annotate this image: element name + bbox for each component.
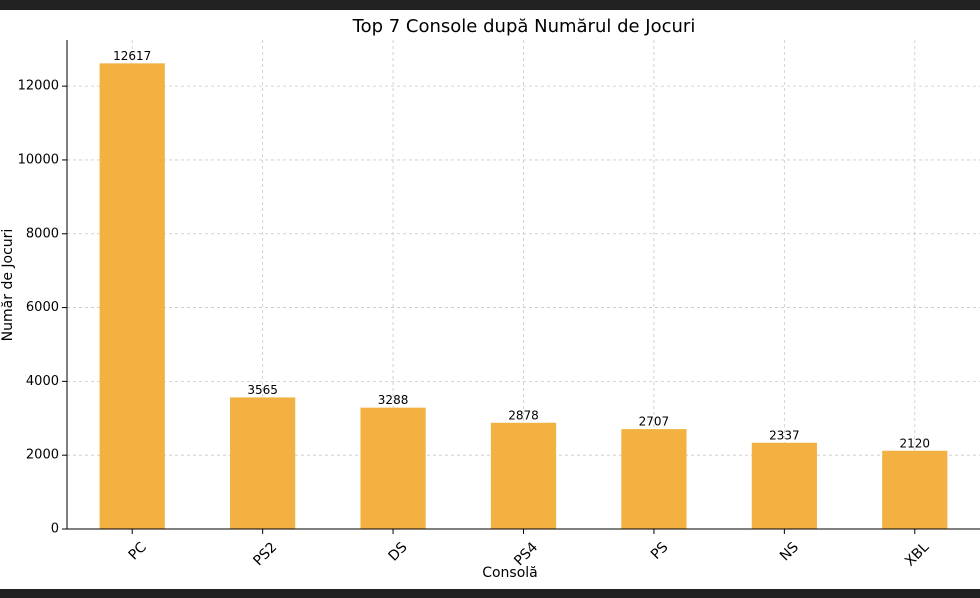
x-tick-label: PS: [648, 539, 672, 563]
bar: [751, 442, 817, 529]
bottom-frame: [0, 589, 980, 598]
bar: [99, 63, 165, 530]
x-tick-label: DS: [385, 539, 410, 564]
bar: [621, 429, 687, 529]
top-frame: [0, 0, 980, 10]
y-tick-label: 8000: [26, 226, 59, 241]
value-label: 3288: [378, 393, 409, 407]
value-label: 2120: [900, 436, 931, 450]
value-label: 12617: [113, 49, 151, 63]
y-tick-label: 10000: [18, 152, 59, 167]
x-axis-label: Consolă: [482, 565, 538, 581]
value-label: 3565: [247, 383, 278, 397]
y-axis-label: Număr de Jocuri: [0, 229, 16, 342]
bar: [882, 450, 948, 529]
y-tick-label: 6000: [26, 300, 59, 315]
y-tick-label: 2000: [26, 448, 59, 463]
x-tick-label: XBL: [902, 539, 933, 570]
bar: [490, 422, 557, 529]
y-tick-label: 4000: [26, 374, 59, 389]
chart-title: Top 7 Console după Numărul de Jocuri: [352, 16, 696, 37]
bar: [360, 407, 426, 529]
y-tick-label: 12000: [18, 79, 59, 94]
bar: [230, 397, 296, 529]
value-label: 2707: [639, 415, 670, 429]
value-label: 2337: [769, 428, 800, 442]
x-tick-label: PS2: [250, 539, 280, 569]
x-tick-label: NS: [777, 539, 802, 564]
y-tick-label: 0: [51, 522, 59, 537]
x-tick-label: PC: [126, 539, 150, 563]
value-label: 2878: [508, 408, 539, 422]
